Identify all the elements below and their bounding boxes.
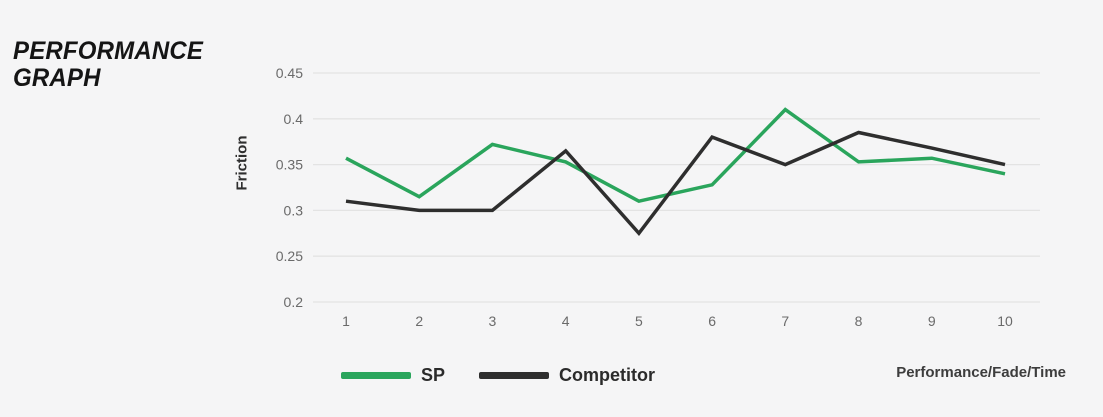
series-line-competitor <box>345 130 1006 237</box>
x-tick-label: 3 <box>489 313 497 329</box>
y-tick-label: 0.3 <box>284 202 304 218</box>
y-tick-label: 0.4 <box>284 111 304 127</box>
x-tick-label: 8 <box>855 313 863 329</box>
x-tick-label: 10 <box>997 313 1013 329</box>
legend-item-sp: SP <box>341 365 445 386</box>
x-tick-label: 9 <box>928 313 936 329</box>
series-line-sp <box>345 107 1006 204</box>
x-tick-label: 1 <box>342 313 350 329</box>
page-title: PERFORMANCE GRAPH <box>13 38 203 92</box>
legend-swatch-competitor <box>479 372 550 379</box>
y-tick-label: 0.35 <box>276 157 303 173</box>
x-tick-label: 6 <box>708 313 716 329</box>
y-tick-label: 0.25 <box>276 248 303 264</box>
legend: SP Competitor <box>341 365 655 386</box>
y-tick-label: 0.2 <box>284 294 304 310</box>
legend-swatch-sp <box>341 372 411 379</box>
y-tick-label: 0.45 <box>276 65 303 81</box>
x-axis-note: Performance/Fade/Time <box>896 364 1066 381</box>
x-tick-label: 7 <box>781 313 789 329</box>
x-tick-label: 2 <box>415 313 423 329</box>
legend-label: SP <box>421 365 446 385</box>
legend-label: Competitor <box>559 365 656 385</box>
x-tick-label: 5 <box>635 313 643 329</box>
x-tick-label: 4 <box>562 313 570 329</box>
legend-item-competitor: Competitor <box>479 365 655 386</box>
page-title-line1: PERFORMANCE <box>13 37 204 65</box>
page-title-line2: GRAPH <box>13 64 101 92</box>
